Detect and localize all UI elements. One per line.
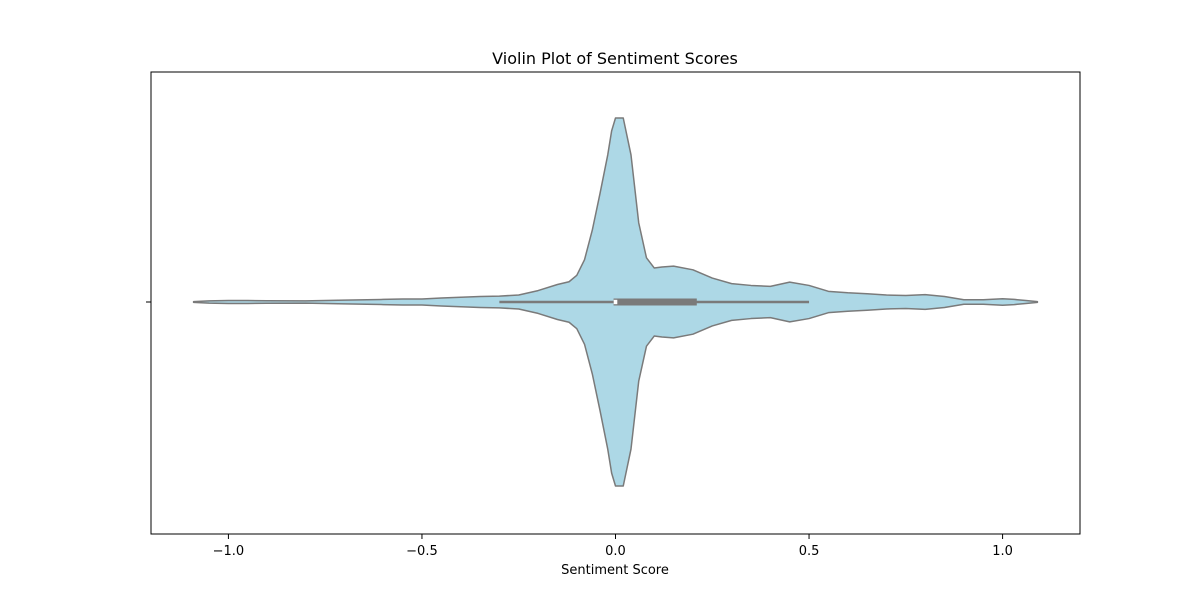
x-tick-label: 0.0 (605, 544, 626, 559)
x-tick-label: −0.5 (406, 544, 438, 559)
x-tick-label: 1.0 (992, 544, 1013, 559)
box-layer (499, 298, 810, 306)
median-marker (613, 299, 618, 305)
x-tick-label: 0.5 (799, 544, 820, 559)
iqr-box (613, 298, 697, 306)
x-axis-label: Sentiment Score (561, 563, 669, 578)
x-axis: −1.0 −0.5 0.0 0.5 1.0 (213, 534, 1013, 559)
chart-title: Violin Plot of Sentiment Scores (492, 49, 738, 68)
x-tick-label: −1.0 (213, 544, 245, 559)
